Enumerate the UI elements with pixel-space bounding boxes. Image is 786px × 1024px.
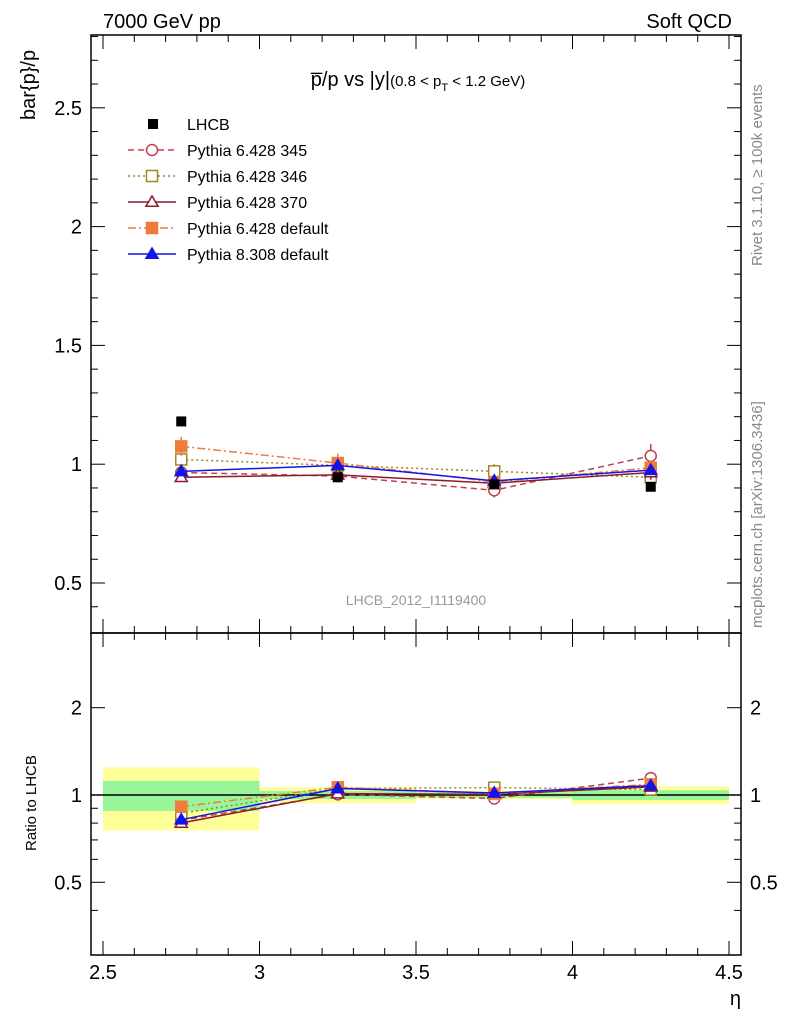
chart-title: p̅/p vs |y|(0.8 < pT < 1.2 GeV) <box>311 69 526 94</box>
y-tick-label: 0.5 <box>54 573 82 595</box>
y-tick-label: 2.5 <box>54 98 82 120</box>
header-right: Soft QCD <box>646 11 732 33</box>
ratio-series-line <box>181 786 651 824</box>
x-tick-label: 2.5 <box>89 962 117 984</box>
legend-label: Pythia 6.428 370 <box>187 195 307 212</box>
x-tick-label: 3 <box>254 962 265 984</box>
legend-label: Pythia 6.428 default <box>187 221 329 238</box>
data-point <box>489 479 500 490</box>
series-point <box>644 449 657 463</box>
series-line <box>181 455 651 492</box>
ratio-y-tick-label: 1 <box>71 785 82 807</box>
chart-title-main: p̅/p vs |y| <box>311 69 390 91</box>
y-tick-label: 2 <box>71 217 82 239</box>
series-line <box>181 471 651 484</box>
ratio-y-tick-label-right: 2 <box>750 698 761 720</box>
ratio-series-line <box>181 784 651 821</box>
chart-marks: 2.5 3 3.5 4 4.5 0.5 1 1.5 2 2.5 0.5 0.5 1 1 2 2 LHCB Pyth… <box>54 34 778 984</box>
x-axis-label: η <box>730 988 741 1010</box>
series-point <box>173 469 189 483</box>
data-point <box>332 472 343 483</box>
chart-title-sub-subscript: T <box>441 82 448 94</box>
x-tick-label: 4 <box>567 962 578 984</box>
legend-marker <box>145 143 159 157</box>
legend-marker <box>145 169 159 183</box>
series-line <box>181 458 651 479</box>
legend-marker-data <box>148 119 158 129</box>
ratio-series-point <box>643 778 659 791</box>
x-tick-label: 3.5 <box>402 962 430 984</box>
y-axis-label: bar{p}/p <box>18 50 40 120</box>
series-point <box>175 440 188 453</box>
ratio-series-point <box>486 785 502 798</box>
series-point <box>330 457 346 471</box>
series-point <box>643 462 659 476</box>
x-tick-label: 4.5 <box>715 962 743 984</box>
ratio-series-line <box>181 777 651 822</box>
data-point <box>176 416 187 427</box>
series-point <box>173 463 189 477</box>
analysis-id: LHCB_2012_I1119400 <box>346 592 487 608</box>
legend-label: Pythia 8.308 default <box>187 247 329 264</box>
y-tick-label: 1 <box>71 454 82 476</box>
ratio-series-point <box>175 800 188 813</box>
legend-marker <box>145 221 159 235</box>
legend-label: Pythia 6.428 345 <box>187 143 307 160</box>
ratio-y-tick-label-right: 1 <box>750 785 761 807</box>
legend-label-data: LHCB <box>187 117 230 134</box>
chart-title-sub-prefix: (0.8 < p <box>390 73 441 90</box>
ratio-y-tick-label: 0.5 <box>54 872 82 894</box>
ratio-series-line <box>181 786 651 815</box>
mcplots-label: mcplots.cern.ch [arXiv:1306.3436] <box>749 401 766 628</box>
y-tick-label: 1.5 <box>54 335 82 357</box>
chart-title-sub-suffix: < 1.2 GeV) <box>448 73 525 90</box>
legend-label: Pythia 6.428 346 <box>187 169 307 186</box>
header-left: 7000 GeV pp <box>103 11 221 33</box>
ratio-y-tick-label-right: 0.5 <box>750 872 778 894</box>
ratio-series-point <box>173 812 189 825</box>
rivet-label: Rivet 3.1.10, ≥ 100k events <box>749 84 766 266</box>
legend-marker <box>144 246 160 259</box>
legend-marker <box>144 194 160 207</box>
series-line <box>181 464 651 482</box>
ratio-series-point <box>330 780 346 794</box>
ratio-y-axis-label: Ratio to LHCB <box>23 755 40 851</box>
data-point <box>645 481 656 492</box>
ratio-y-tick-label: 2 <box>71 698 82 720</box>
